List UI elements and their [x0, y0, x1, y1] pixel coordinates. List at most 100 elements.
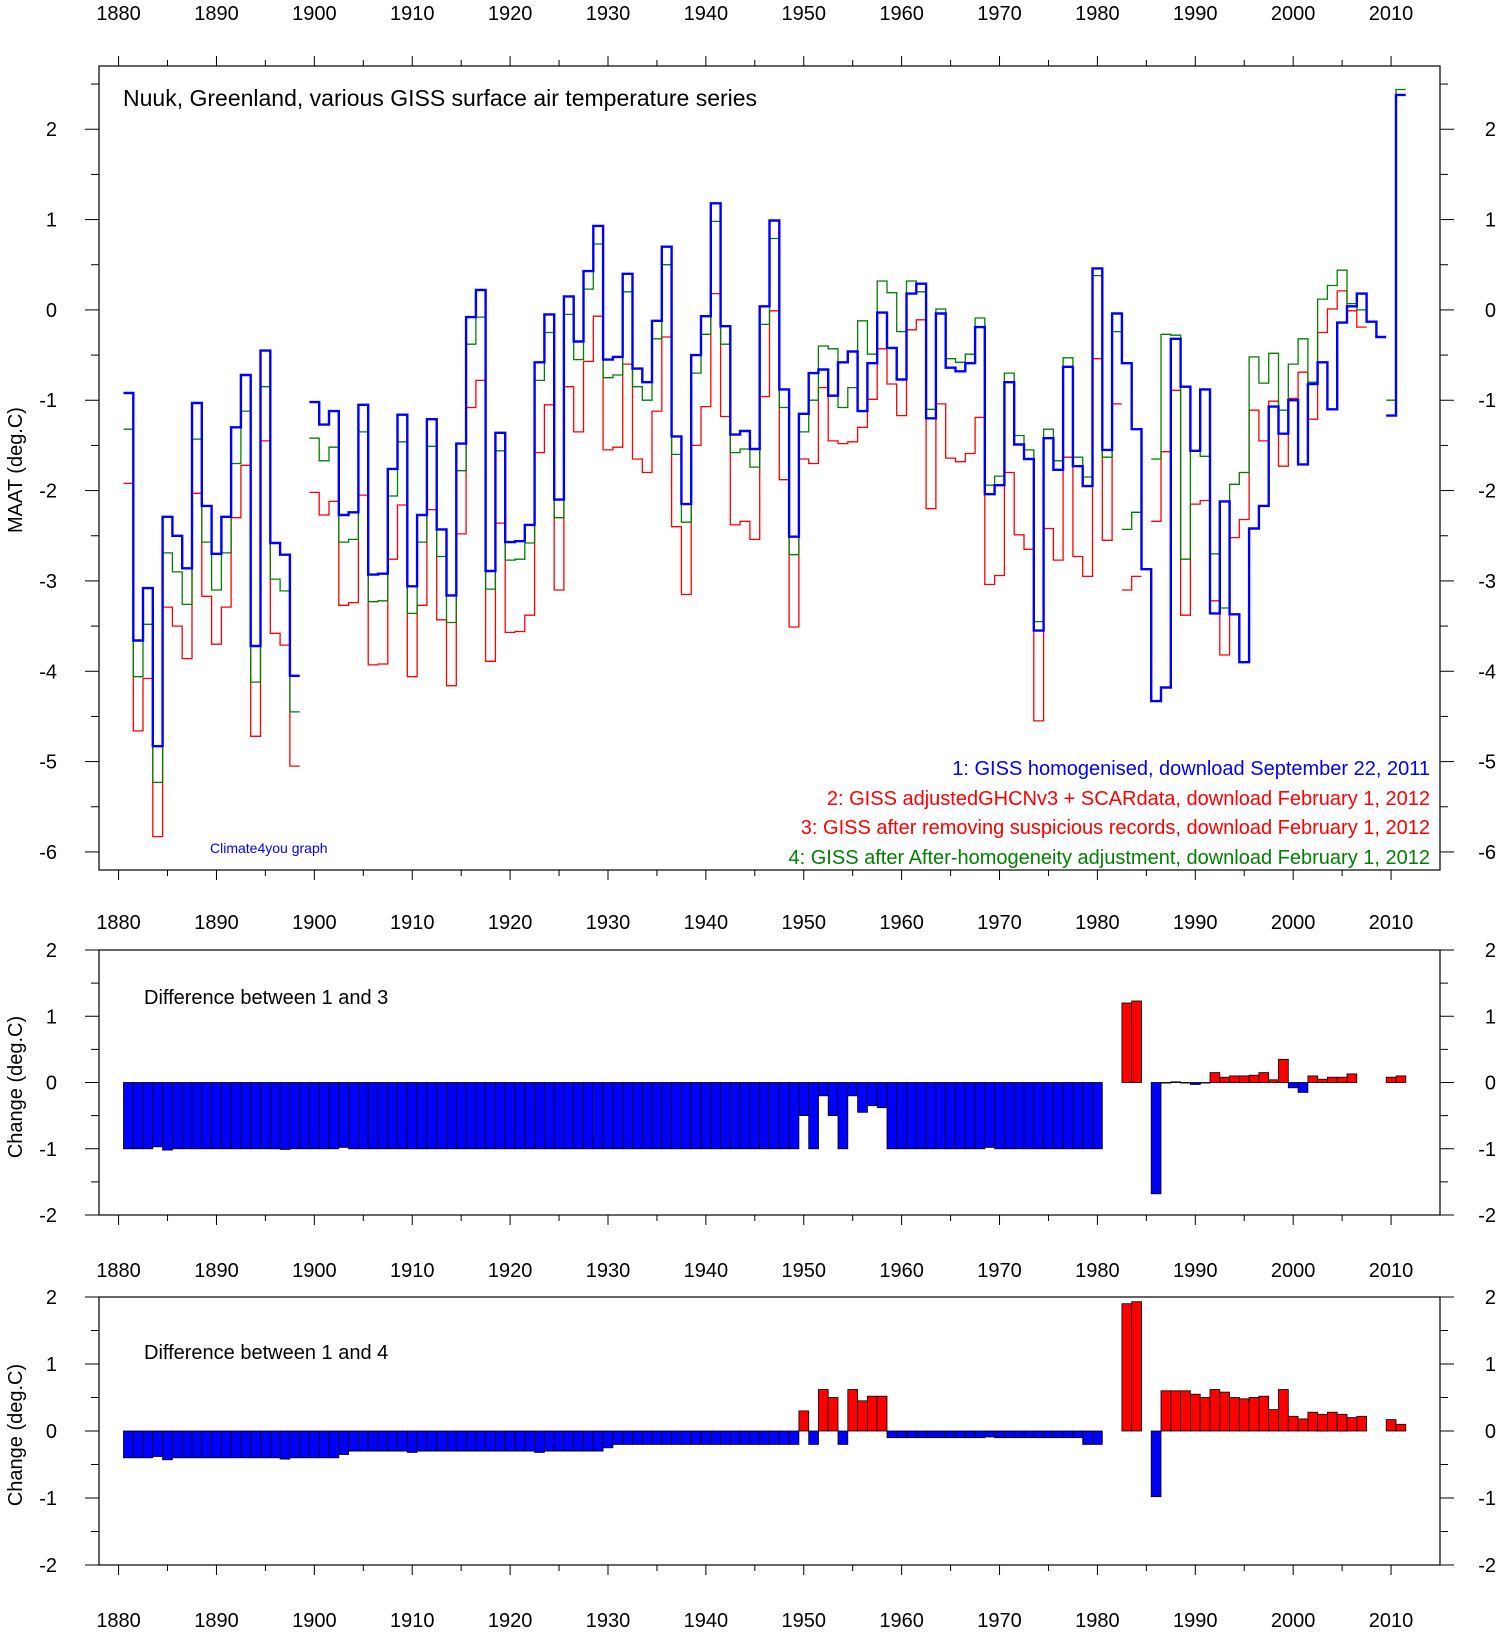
- bar-1906: [367, 1430, 379, 1452]
- bar-1971: [1004, 1430, 1015, 1439]
- bar-1989: [1180, 1390, 1191, 1432]
- x-tick-label-top: 1890: [194, 3, 239, 25]
- x-tick-label: 1880: [96, 1260, 141, 1282]
- bar-1934: [641, 1430, 653, 1445]
- bar-1972: [1013, 1082, 1025, 1150]
- x-tick-label: 1960: [879, 1610, 924, 1632]
- bar-1926: [563, 1430, 575, 1452]
- bar-2011: [1395, 1075, 1407, 1083]
- y-tick-label-right: 2: [1485, 119, 1496, 141]
- bar-2002: [1307, 1075, 1319, 1083]
- y-tick-label-right: -2: [1478, 481, 1496, 503]
- y-tick-label-right: -1: [1478, 390, 1496, 412]
- bar-1911: [416, 1082, 428, 1150]
- bar-1978: [1072, 1082, 1084, 1150]
- bar-1929: [592, 1430, 604, 1452]
- bar-1991: [1199, 1397, 1211, 1432]
- x-tick-label-top: 1880: [96, 3, 141, 25]
- bar-1938: [681, 1082, 692, 1150]
- x-tick-label: 1910: [390, 1610, 435, 1632]
- bar-1941: [710, 1430, 721, 1445]
- bar-1902: [328, 1430, 340, 1459]
- x-tick-label-top: 1910: [390, 3, 435, 25]
- bar-1933: [632, 1430, 643, 1445]
- bar-1971: [1004, 1082, 1015, 1150]
- bar-1894: [250, 1082, 261, 1150]
- x-tick-label: 1970: [977, 1260, 1022, 1282]
- x-tick-label: 1890: [194, 912, 239, 934]
- bar-1890: [211, 1430, 222, 1459]
- bar-1987: [1160, 1082, 1172, 1084]
- x-tick-label: 2010: [1369, 1260, 1414, 1282]
- bar-1883: [142, 1430, 154, 1459]
- y-tick-label-left: -1: [39, 1488, 57, 1510]
- bar-1926: [563, 1082, 575, 1150]
- bar-1909: [397, 1082, 408, 1150]
- plot-frame-1: [98, 65, 1441, 871]
- bar-1997: [1258, 1395, 1270, 1432]
- bar-1983: [1121, 1303, 1133, 1432]
- bar-1941: [710, 1082, 721, 1150]
- y-tick-label-left: 1: [46, 1354, 57, 1376]
- bar-1889: [201, 1430, 213, 1459]
- bar-1958: [876, 1082, 888, 1109]
- bar-1897: [279, 1430, 291, 1460]
- bar-1936: [661, 1430, 672, 1445]
- bar-1990: [1190, 1393, 1201, 1432]
- bar-1927: [573, 1430, 584, 1452]
- x-tick-label: 1910: [390, 912, 435, 934]
- bar-1942: [720, 1430, 731, 1445]
- bar-1893: [240, 1082, 252, 1150]
- axis-ticks: 1880 1880 1890 1890 1900 1900 1910 1910 1920 1920…: [39, 3, 1496, 1632]
- bar-1977: [1062, 1430, 1074, 1439]
- bar-1900: [308, 1430, 320, 1459]
- bar-1906: [367, 1082, 379, 1150]
- bar-1950: [798, 1410, 810, 1432]
- annotation-diff-1-4: Difference between 1 and 4: [144, 1342, 388, 1364]
- y-tick-label-left: 2: [46, 940, 57, 962]
- bar-1935: [651, 1430, 663, 1445]
- bar-1904: [348, 1082, 359, 1150]
- bar-1905: [357, 1430, 369, 1452]
- bar-1921: [514, 1082, 526, 1150]
- x-tick-label: 1930: [586, 912, 631, 934]
- x-tick-label: 1880: [96, 1610, 141, 1632]
- bar-1927: [573, 1082, 584, 1150]
- y-tick-label-left: 2: [46, 119, 57, 141]
- bar-1959: [886, 1082, 898, 1150]
- bar-1897: [279, 1082, 291, 1150]
- bar-1975: [1043, 1082, 1054, 1150]
- x-tick-label-top: 1900: [292, 3, 337, 25]
- bar-1899: [299, 1430, 310, 1459]
- x-tick-label: 2000: [1271, 1260, 1316, 1282]
- bar-1946: [759, 1082, 770, 1150]
- bar-1997: [1258, 1072, 1270, 1083]
- x-tick-label: 1980: [1075, 1260, 1120, 1282]
- x-tick-label: 1920: [488, 912, 533, 934]
- bar-1961: [906, 1082, 917, 1150]
- x-tick-label-top: 1970: [977, 3, 1022, 25]
- bar-1978: [1072, 1430, 1084, 1439]
- y-tick-label-right: 1: [1485, 1006, 1496, 1028]
- bar-1886: [171, 1430, 183, 1459]
- bar-1979: [1082, 1430, 1093, 1445]
- bar-1917: [475, 1082, 487, 1150]
- bar-1952: [818, 1082, 829, 1097]
- legend-entry-4: 4: GISS after After-homogeneity adjustme…: [789, 847, 1430, 869]
- bar-1884: [152, 1082, 164, 1148]
- bar-1884: [152, 1430, 164, 1457]
- bar-2001: [1297, 1082, 1309, 1093]
- legend-entry-1: 1: GISS homogenised, download September …: [952, 758, 1430, 780]
- bar-1912: [426, 1430, 438, 1452]
- bar-1924: [544, 1430, 555, 1452]
- x-tick-label-top: 2010: [1369, 3, 1414, 25]
- bar-1919: [494, 1082, 506, 1150]
- bar-1958: [876, 1395, 888, 1432]
- y-tick-label-right: -1: [1478, 1488, 1496, 1510]
- bar-1995: [1238, 1075, 1250, 1083]
- x-tick-label: 1900: [292, 912, 337, 934]
- bar-1955: [847, 1389, 858, 1432]
- bar-1984: [1131, 1301, 1142, 1432]
- bar-1953: [827, 1082, 839, 1116]
